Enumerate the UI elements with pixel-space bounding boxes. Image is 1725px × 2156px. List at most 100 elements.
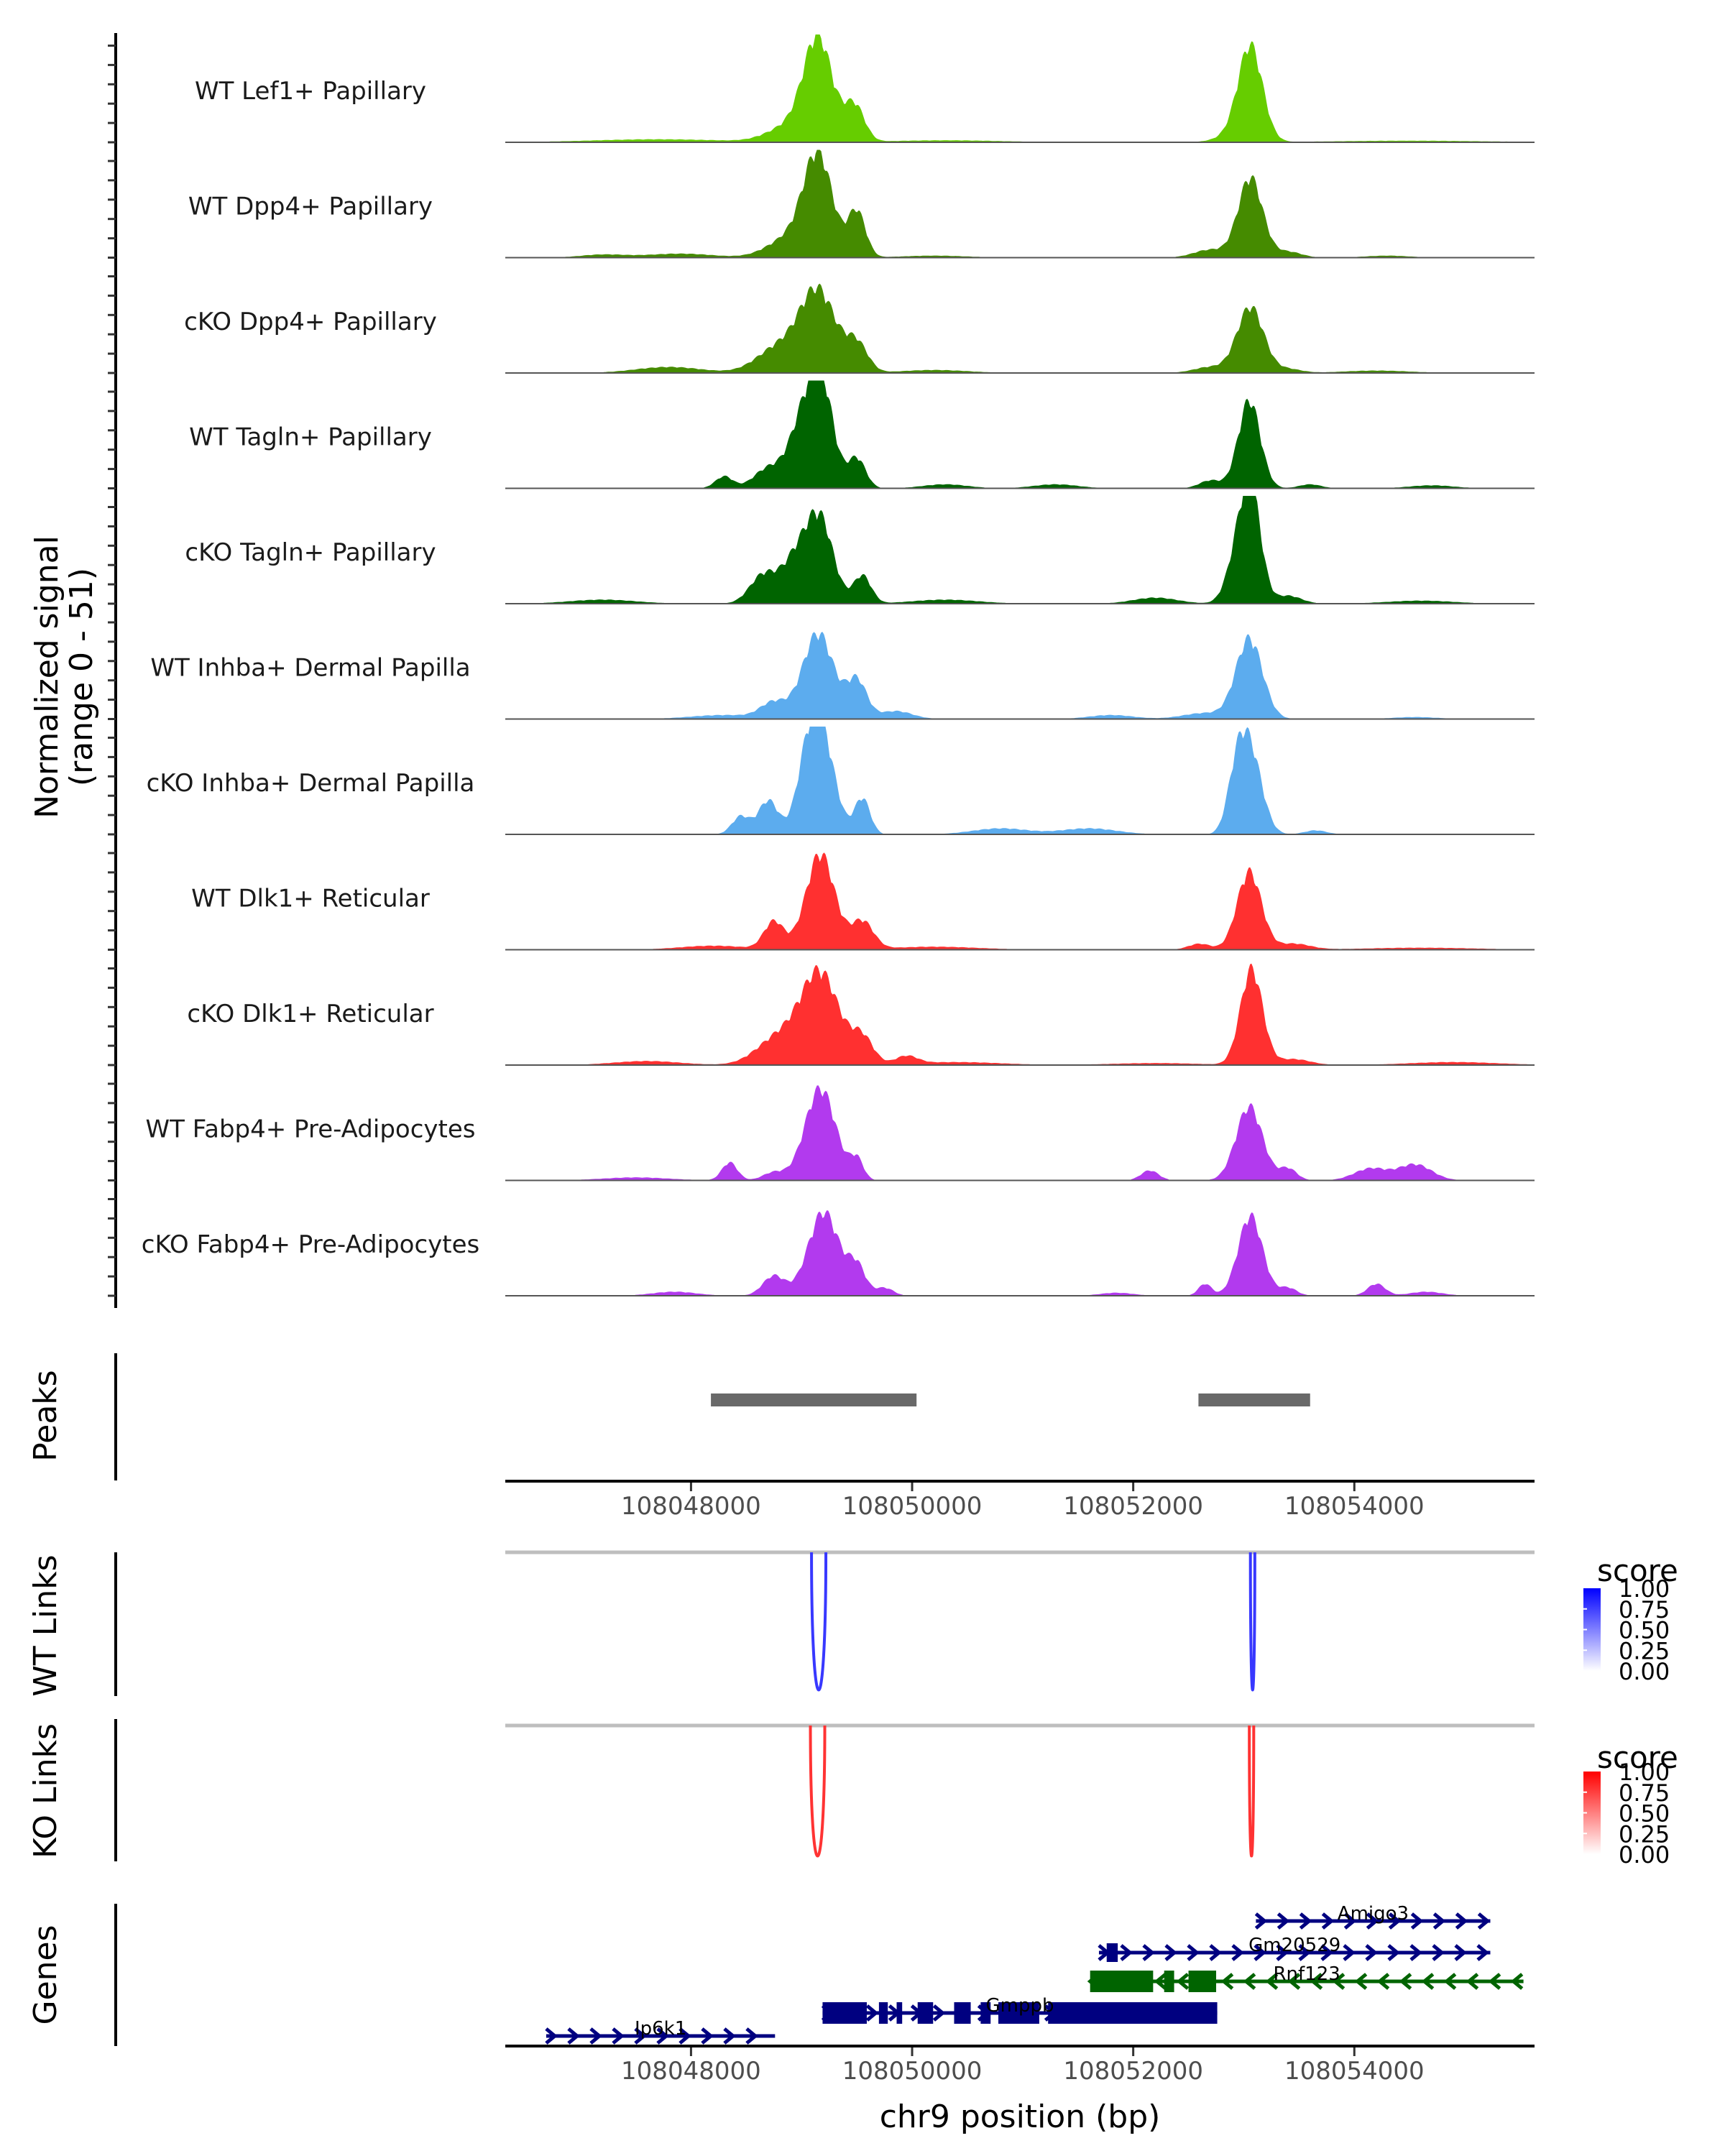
x-tick-label: 108048000 <box>621 1492 761 1521</box>
coverage-track-label: cKO Fabp4+ Pre-Adipocytes <box>142 1230 480 1259</box>
legend-tick-label: 0.75 <box>1619 1779 1670 1807</box>
peak-region <box>711 1393 917 1406</box>
coverage-area <box>505 632 1535 719</box>
strand-arrow-left-icon <box>1399 1973 1412 1990</box>
strand-arrow-right-icon <box>1477 1912 1491 1930</box>
gene-exon <box>1188 1971 1217 1992</box>
gene-exon <box>878 2002 888 2024</box>
gene-exon <box>954 2002 971 2024</box>
gene-exon <box>917 2002 934 2024</box>
strand-arrow-right-icon <box>932 2004 946 2022</box>
strand-arrow-right-icon <box>545 2027 558 2045</box>
strand-arrow-right-icon <box>634 2027 647 2045</box>
peaks-track-label: Peaks <box>27 1370 64 1461</box>
gene-exon <box>1106 1943 1118 1962</box>
strand-arrow-right-icon <box>1231 1944 1244 1961</box>
peak-region <box>1198 1393 1310 1406</box>
legend-tick-label: 0.00 <box>1619 1658 1670 1685</box>
peaks-x-ticks: 108048000 108050000 108052000 108054000 <box>621 1483 1425 1521</box>
strand-arrow-left-icon <box>1466 1973 1479 1990</box>
strand-arrow-right-icon <box>678 2027 691 2045</box>
coverage-track-cko-dlk1-reticular: cKO Dlk1+ Reticular <box>187 963 1535 1066</box>
genes-x-ticks: 108048000 108050000 108052000 108054000 <box>621 2047 1425 2086</box>
strand-arrow-left-icon <box>1354 1973 1368 1990</box>
x-tick-label: 108054000 <box>1284 2057 1425 2086</box>
strand-arrow-right-icon <box>745 2027 758 2045</box>
strand-arrow-right-icon <box>1142 1944 1155 1961</box>
strand-arrow-right-icon <box>656 2027 669 2045</box>
coverage-track-wt-tagln-papillary: WT Tagln+ Papillary <box>189 380 1535 489</box>
strand-arrow-left-icon <box>1443 1973 1457 1990</box>
link-arc <box>1248 1725 1256 1858</box>
strand-arrow-left-icon <box>1488 1973 1501 1990</box>
coverage-track-label: WT Dlk1+ Reticular <box>191 885 430 913</box>
coverage-y-ticks <box>108 45 116 1297</box>
coverage-y-label-line1: Normalized signal <box>29 535 65 819</box>
legend-tick-label: 0.00 <box>1619 1841 1670 1869</box>
strand-arrow-right-icon <box>1455 1912 1468 1930</box>
legend-tick-label: 0.75 <box>1619 1596 1670 1623</box>
peaks-track: Peaks 108048000 108050000 108052000 1080540… <box>27 1353 1535 1521</box>
strand-arrow-right-icon <box>1409 1944 1422 1961</box>
coverage-track-wt-fabp4-pre-adipocytes: WT Fabp4+ Pre-Adipocytes <box>146 1085 1535 1181</box>
strand-arrow-left-icon <box>1376 1973 1390 1990</box>
x-tick-label: 108050000 <box>842 2057 983 2086</box>
strand-arrow-right-icon <box>1366 1912 1379 1930</box>
x-tick-label: 108050000 <box>842 1492 983 1521</box>
gene-amigo3: Amigo3 <box>1254 1903 1491 1930</box>
coverage-y-label-line2: (range 0 - 51) <box>63 568 100 786</box>
legend-tick-label: 0.50 <box>1619 1617 1670 1644</box>
coverage-tracks: WT Lef1+ Papillary WT Dpp4+ Papillary cKO … <box>142 34 1535 1296</box>
strand-arrow-right-icon <box>1254 1912 1268 1930</box>
coverage-area <box>505 380 1535 489</box>
link-arc <box>809 1725 827 1858</box>
strand-arrow-right-icon <box>567 2027 580 2045</box>
x-tick-label: 108048000 <box>621 2057 761 2086</box>
gene-label: Gm20529 <box>1248 1935 1340 1956</box>
coverage-area <box>505 852 1535 950</box>
strand-arrow-right-icon <box>1454 1944 1467 1961</box>
gene-exon <box>896 2002 903 2024</box>
gene-gmppb: Gmppb <box>821 1995 1218 2024</box>
coverage-area <box>505 1210 1535 1296</box>
legend-tick-label: 0.25 <box>1619 1820 1670 1848</box>
coverage-track-label: WT Inhba+ Dermal Papilla <box>150 654 470 683</box>
link-arc <box>1248 1552 1256 1692</box>
gene-label: Rnf123 <box>1273 1963 1340 1985</box>
strand-arrow-right-icon <box>1343 1944 1356 1961</box>
gene-exon <box>822 2002 867 2024</box>
strand-arrow-right-icon <box>865 2004 879 2022</box>
coverage-track-cko-dpp4-papillary: cKO Dpp4+ Papillary <box>184 283 1535 374</box>
strand-arrow-left-icon <box>1154 1973 1167 1990</box>
strand-arrow-right-icon <box>1120 1944 1133 1961</box>
legend-tick-label: 1.00 <box>1619 1759 1670 1786</box>
strand-arrow-right-icon <box>1476 1944 1489 1961</box>
legend-tick-label: 0.25 <box>1619 1637 1670 1664</box>
coverage-track-label: WT Tagln+ Papillary <box>189 423 432 452</box>
coverage-area <box>505 963 1535 1065</box>
coverage-track-label: WT Lef1+ Papillary <box>195 77 426 106</box>
coverage-area <box>505 283 1535 373</box>
strand-arrow-right-icon <box>1187 1944 1200 1961</box>
x-axis-title: chr9 position (bp) <box>880 2099 1161 2135</box>
strand-arrow-right-icon <box>1276 1944 1289 1961</box>
strand-arrow-right-icon <box>1298 1944 1311 1961</box>
strand-arrow-right-icon <box>1388 1912 1402 1930</box>
gene-exon <box>980 2002 991 2024</box>
strand-arrow-left-icon <box>1332 1973 1346 1990</box>
strand-arrow-right-icon <box>1432 1944 1445 1961</box>
coverage-track-label: cKO Inhba+ Dermal Papilla <box>147 769 475 798</box>
coverage-area <box>505 727 1535 834</box>
strand-arrow-right-icon <box>1343 1912 1357 1930</box>
coverage-track-label: cKO Dpp4+ Papillary <box>184 308 437 336</box>
links-track-label: WT Links <box>27 1554 64 1696</box>
gene-exon <box>1090 1971 1154 1992</box>
x-tick-label: 108054000 <box>1284 1492 1425 1521</box>
gene-rnf123: Rnf123 <box>1087 1963 1524 1992</box>
strand-arrow-right-icon <box>1276 1912 1290 1930</box>
coverage-track-label: WT Fabp4+ Pre-Adipocytes <box>146 1115 476 1144</box>
